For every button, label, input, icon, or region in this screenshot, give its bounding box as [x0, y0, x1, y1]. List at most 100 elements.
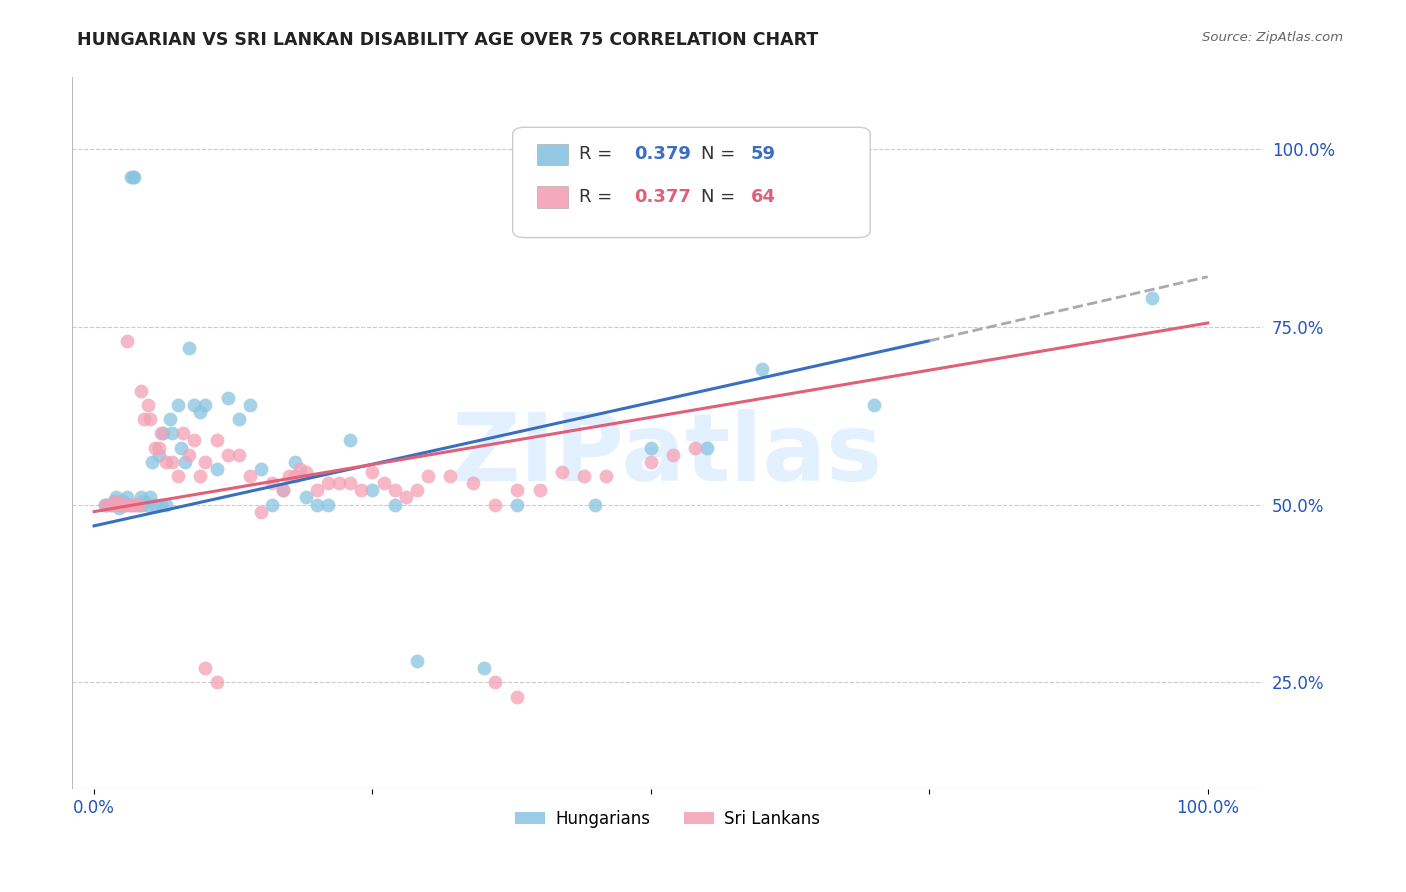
Sri Lankans	[111, 498, 134, 512]
Hungarians	[120, 170, 142, 185]
Sri Lankans	[143, 441, 166, 455]
Text: 0.379: 0.379	[634, 145, 692, 163]
Hungarians	[160, 426, 183, 441]
Sri Lankans	[122, 498, 145, 512]
Hungarians	[174, 455, 197, 469]
Hungarians	[384, 498, 406, 512]
Hungarians	[339, 434, 361, 448]
Sri Lankans	[640, 455, 662, 469]
Sri Lankans	[129, 384, 152, 398]
Sri Lankans	[484, 675, 506, 690]
Hungarians	[406, 654, 429, 668]
Sri Lankans	[194, 661, 217, 675]
Sri Lankans	[250, 505, 273, 519]
Sri Lankans	[418, 469, 440, 483]
Hungarians	[506, 498, 529, 512]
Sri Lankans	[117, 334, 139, 348]
Hungarians	[1140, 291, 1163, 305]
Hungarians	[149, 498, 172, 512]
Hungarians	[751, 362, 773, 376]
Hungarians	[125, 498, 148, 512]
Sri Lankans	[461, 476, 484, 491]
Hungarians	[114, 498, 136, 512]
Hungarians	[107, 501, 129, 516]
Hungarians	[283, 455, 305, 469]
Hungarians	[100, 498, 122, 512]
Sri Lankans	[188, 469, 211, 483]
Sri Lankans	[100, 498, 122, 512]
Sri Lankans	[278, 469, 301, 483]
Hungarians	[262, 498, 284, 512]
Sri Lankans	[551, 466, 574, 480]
Sri Lankans	[136, 398, 159, 412]
Text: 0.377: 0.377	[634, 188, 692, 206]
Hungarians	[136, 498, 159, 512]
Text: Source: ZipAtlas.com: Source: ZipAtlas.com	[1202, 31, 1343, 45]
Sri Lankans	[283, 469, 305, 483]
Sri Lankans	[484, 498, 506, 512]
FancyBboxPatch shape	[537, 144, 568, 165]
Sri Lankans	[205, 675, 228, 690]
Sri Lankans	[662, 448, 685, 462]
Sri Lankans	[134, 412, 156, 426]
Sri Lankans	[361, 466, 384, 480]
Sri Lankans	[262, 476, 284, 491]
Sri Lankans	[149, 426, 172, 441]
Text: N =: N =	[702, 145, 741, 163]
Hungarians	[152, 426, 174, 441]
Hungarians	[228, 412, 250, 426]
Hungarians	[177, 341, 200, 355]
Sri Lankans	[172, 426, 194, 441]
Hungarians	[250, 462, 273, 476]
Hungarians	[205, 462, 228, 476]
Text: R =: R =	[579, 145, 619, 163]
Hungarians	[111, 498, 134, 512]
Sri Lankans	[148, 441, 170, 455]
Hungarians	[105, 491, 128, 505]
Sri Lankans	[118, 498, 141, 512]
Hungarians	[217, 391, 239, 405]
Sri Lankans	[288, 462, 311, 476]
Sri Lankans	[305, 483, 328, 498]
Hungarians	[141, 455, 163, 469]
Sri Lankans	[373, 476, 395, 491]
Hungarians	[96, 498, 118, 512]
Sri Lankans	[217, 448, 239, 462]
Sri Lankans	[107, 498, 129, 512]
Sri Lankans	[316, 476, 339, 491]
Hungarians	[118, 498, 141, 512]
Sri Lankans	[228, 448, 250, 462]
Hungarians	[122, 170, 145, 185]
Hungarians	[305, 498, 328, 512]
Hungarians	[139, 491, 162, 505]
Sri Lankans	[273, 483, 295, 498]
Sri Lankans	[506, 483, 529, 498]
Sri Lankans	[350, 483, 373, 498]
Sri Lankans	[183, 434, 205, 448]
Text: HUNGARIAN VS SRI LANKAN DISABILITY AGE OVER 75 CORRELATION CHART: HUNGARIAN VS SRI LANKAN DISABILITY AGE O…	[77, 31, 818, 49]
Text: 64: 64	[751, 188, 776, 206]
Sri Lankans	[294, 466, 316, 480]
Hungarians	[143, 498, 166, 512]
Hungarians	[122, 170, 145, 185]
Hungarians	[94, 498, 117, 512]
Sri Lankans	[384, 483, 406, 498]
Hungarians	[170, 441, 193, 455]
Hungarians	[696, 441, 718, 455]
FancyBboxPatch shape	[537, 186, 568, 208]
Hungarians	[131, 498, 153, 512]
Sri Lankans	[239, 469, 262, 483]
Sri Lankans	[128, 498, 150, 512]
Text: R =: R =	[579, 188, 619, 206]
Sri Lankans	[395, 491, 418, 505]
Hungarians	[640, 441, 662, 455]
Sri Lankans	[94, 498, 117, 512]
Hungarians	[188, 405, 211, 419]
Sri Lankans	[125, 498, 148, 512]
Hungarians	[239, 398, 262, 412]
Legend: Hungarians, Sri Lankans: Hungarians, Sri Lankans	[509, 803, 827, 834]
Text: ZIPatlas: ZIPatlas	[451, 409, 883, 500]
Sri Lankans	[572, 469, 595, 483]
Hungarians	[183, 398, 205, 412]
Sri Lankans	[595, 469, 617, 483]
